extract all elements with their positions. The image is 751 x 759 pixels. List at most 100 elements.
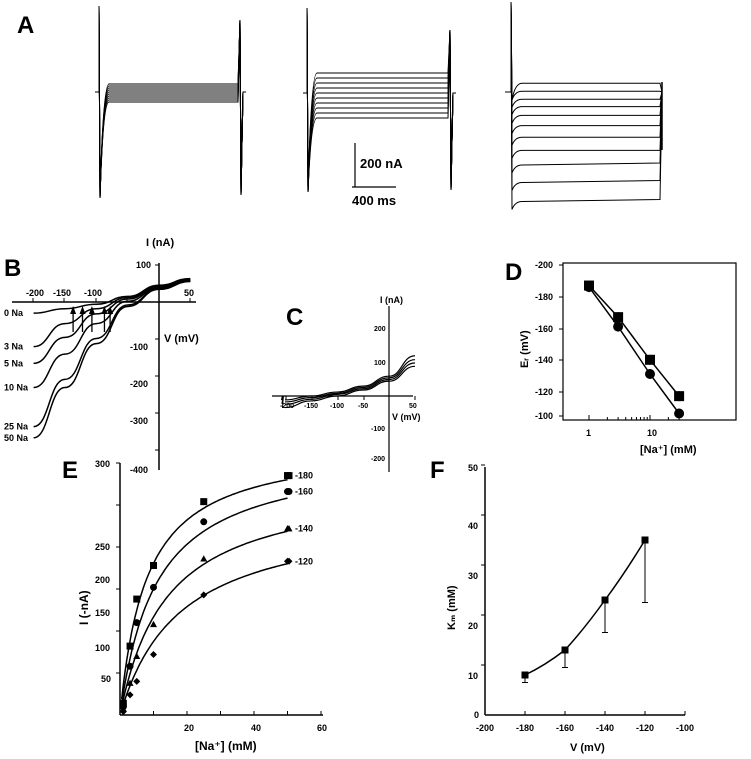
- c-tick-y-200: 200: [374, 326, 386, 333]
- b-tick-x-100: -100: [84, 288, 102, 298]
- c-curve-tail: [281, 395, 284, 409]
- b-tick-y-m400: -400: [130, 465, 148, 475]
- b-tick-y-m100: -100: [130, 342, 148, 352]
- e-tick-y-200: 200: [95, 575, 110, 585]
- c-tick-y-m100: -100: [371, 426, 385, 433]
- panel-letter-d: D: [505, 259, 522, 286]
- f-tick-y-10: 10: [468, 671, 478, 681]
- b-curve-label: 3 Na: [4, 342, 24, 352]
- f-tick-x-160: -160: [556, 723, 574, 733]
- d-point-square: [613, 312, 624, 323]
- d-line-square: [588, 284, 680, 397]
- current-trace: [303, 7, 456, 193]
- d-x-label: [Na⁺] (mM): [640, 444, 697, 456]
- e-series-label: -120: [295, 556, 313, 566]
- b-tick-x-50: 50: [184, 288, 194, 298]
- d-x-ticks: [588, 415, 680, 420]
- b-curve: [33, 277, 191, 314]
- e-point-diamond: [200, 591, 208, 599]
- b-curve: [33, 280, 191, 428]
- current-trace: [505, 1, 663, 174]
- e-tick-y-300: 300: [95, 459, 110, 469]
- scale-current-label: 200 nA: [360, 156, 403, 171]
- e-point-circle: [150, 583, 157, 591]
- e-series-labels: -180 -160 -140 -120: [285, 471, 313, 566]
- current-trace: [505, 1, 663, 115]
- f-point: [641, 536, 649, 544]
- b-y-ticks: 100 -100 -200 -300 -400: [130, 260, 159, 475]
- b-curve: [33, 279, 191, 365]
- b-x-ticks: -200 -150 -100 50: [26, 288, 194, 302]
- scale-time-label: 400 ms: [352, 193, 396, 208]
- panel-d-reversal-potential: -200 -180 -160 -140 -120 -100 1 10 [Na⁺]…: [519, 260, 737, 456]
- e-fit--180: [120, 478, 288, 699]
- e-series-label: -160: [295, 487, 313, 497]
- panel-letter-f: F: [430, 457, 445, 484]
- d-tick-y-140: -140: [535, 355, 553, 365]
- current-trace: [505, 1, 663, 191]
- d-point-square: [674, 391, 685, 402]
- f-fit-curve: [524, 539, 646, 676]
- f-tick-x-200: -200: [476, 723, 494, 733]
- f-tick-x-120: -120: [636, 723, 654, 733]
- c-y-label: I (nA): [380, 295, 403, 305]
- d-line-circle: [588, 286, 680, 414]
- panel-a-traces: 200 nA 400 ms: [95, 1, 663, 210]
- current-trace: [505, 1, 663, 146]
- d-tick-y-120: -120: [535, 387, 553, 397]
- c-curves: [280, 355, 416, 409]
- b-curve: [33, 278, 191, 348]
- e-legend-marker-circle: [285, 488, 293, 496]
- e-tick-y-150: 150: [95, 608, 110, 618]
- c-tick-x-100: -100: [330, 403, 344, 410]
- b-tick-y-100: 100: [136, 260, 151, 270]
- e-point-square: [200, 498, 208, 506]
- b-arrowhead: [70, 306, 77, 314]
- scale-bar: 200 nA 400 ms: [352, 143, 403, 208]
- e-tick-y-100: 100: [95, 643, 110, 653]
- c-curve-tail: [281, 395, 284, 405]
- panel-e-saturation: 20 40 60 50 100 150 200 250 300 [Na⁺] (m…: [77, 459, 327, 753]
- b-curve-label: 0 Na: [4, 308, 24, 318]
- e-series-label: -180: [295, 471, 313, 481]
- panel-letter-c: C: [286, 304, 303, 331]
- c-x-label: V (mV): [392, 412, 421, 422]
- b-arrowhead: [107, 306, 114, 314]
- f-x-label: V (mV): [570, 742, 605, 754]
- d-point-square: [645, 354, 655, 365]
- e-point-triangle: [133, 652, 141, 659]
- c-curve: [284, 355, 416, 401]
- current-trace: [505, 1, 663, 210]
- e-y-label: I (-nA): [77, 590, 91, 625]
- b-arrowhead: [79, 306, 86, 314]
- e-tick-y-50: 50: [101, 674, 111, 684]
- e-point-diamond: [119, 708, 127, 716]
- d-point-circle: [584, 282, 594, 293]
- d-tick-y-180: -180: [535, 292, 553, 302]
- f-tick-y-20: 20: [468, 621, 478, 631]
- f-tick-x-100: -100: [676, 723, 694, 733]
- e-data-points: [119, 472, 291, 716]
- current-trace: [505, 1, 663, 134]
- e-point-circle: [126, 662, 134, 670]
- panel-b-iv-curves: -200 -150 -100 50 100 -100 -200 -300 -40…: [4, 237, 199, 475]
- current-trace: [505, 1, 663, 124]
- e-point-diamond: [150, 651, 157, 659]
- b-curve: [33, 280, 191, 439]
- e-tick-y-250: 250: [95, 542, 110, 552]
- f-point: [561, 646, 569, 654]
- e-x-label: [Na⁺] (mM): [195, 739, 257, 753]
- b-arrowhead: [101, 306, 108, 314]
- e-series-label: -140: [295, 524, 313, 534]
- e-point-square: [126, 642, 134, 650]
- f-point: [601, 596, 609, 604]
- e-legend-marker-diamond: [285, 557, 293, 565]
- e-point-circle: [133, 619, 141, 627]
- trace-family-left: [95, 5, 246, 199]
- e-fit--160: [120, 497, 288, 704]
- b-curve-label: 50 Na: [4, 433, 29, 443]
- f-y-label: Kₘ (mM): [446, 585, 458, 630]
- c-y-ticks: 200 100 -100 -200: [371, 326, 386, 463]
